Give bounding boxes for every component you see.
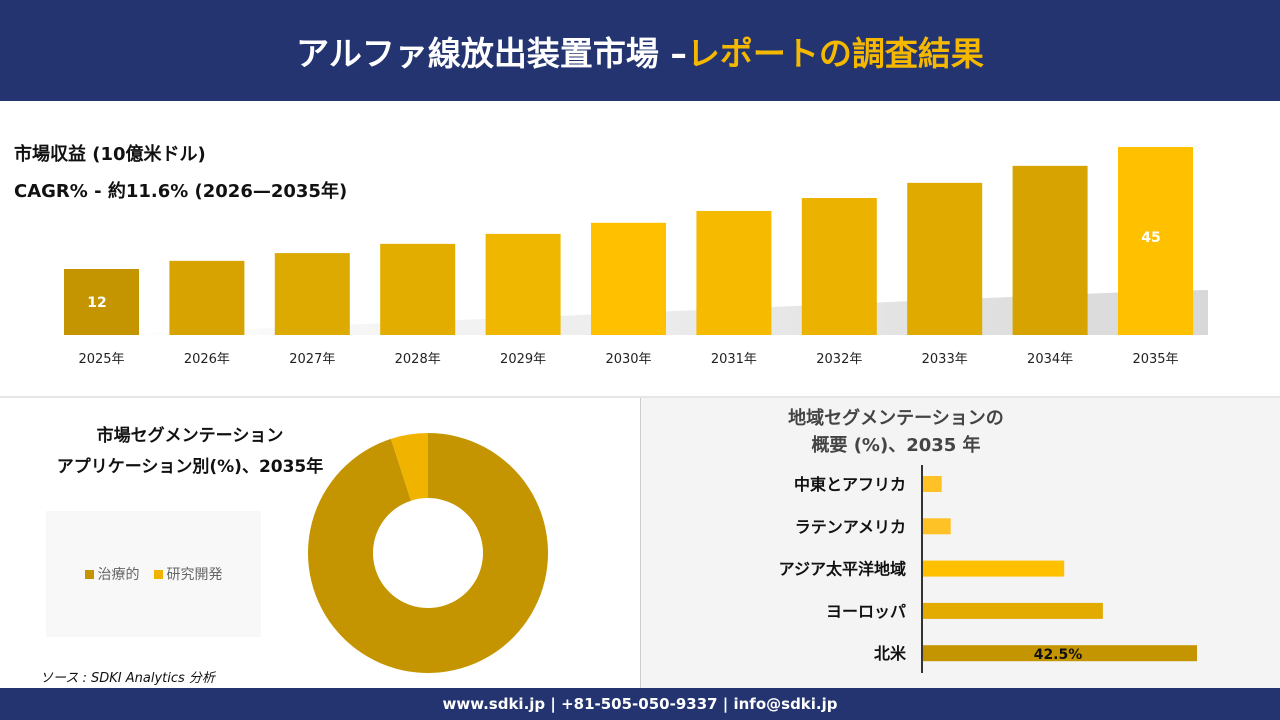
revenue-bar [907, 182, 983, 335]
legend-item: 治療的 [84, 564, 140, 584]
revenue-bar [1118, 147, 1193, 335]
x-tick-label: 2031年 [711, 352, 757, 367]
data-label: 42.5% [1034, 647, 1083, 663]
cagr-subtitle: CAGR% - 約11.6% (2026—2035年) [14, 181, 348, 202]
footer-banner: www.sdki.jp | +81-505-050-9337 | info@sd… [0, 688, 1280, 720]
legend-label: 研究開発 [166, 567, 223, 583]
source-note: ソース : SDKI Analytics 分析 [40, 671, 215, 686]
x-tick-label: 2025年 [78, 352, 124, 367]
revenue-bar [801, 198, 877, 335]
region-bar [923, 560, 1065, 577]
donut-title-2: アプリケーション別(%)、2035年 [56, 457, 324, 477]
x-tick-label: 2029年 [500, 352, 546, 367]
x-tick-label: 2030年 [605, 352, 651, 367]
x-tick-label: 2033年 [922, 352, 968, 367]
x-tick-label: 2032年 [816, 352, 862, 367]
title-highlight: レポートの調査結果 [686, 33, 984, 73]
x-tick-label: 2027年 [289, 352, 335, 367]
region-title-2: 概要 (%)、2035 年 [811, 435, 981, 456]
region-label: ヨーロッパ [826, 602, 906, 621]
legend-item: 研究開発 [153, 564, 223, 584]
region-label: アジア太平洋地域 [779, 560, 906, 579]
revenue-bar [64, 269, 139, 335]
donut-slice [390, 433, 428, 501]
revenue-bar [274, 253, 350, 335]
region-label: 北米 [874, 644, 907, 663]
contact-info: www.sdki.jp | +81-505-050-9337 | info@sd… [442, 695, 838, 713]
region-label: 中東とアフリカ [794, 475, 906, 494]
donut-legend: 治療的 研究開発 [46, 511, 261, 637]
legend-label: 治療的 [97, 567, 140, 583]
revenue-bar [591, 222, 666, 335]
revenue-title: 市場収益 (10億米ドル) [14, 144, 206, 165]
region-panel [641, 398, 1280, 688]
panel-divider [640, 398, 641, 688]
region-title-1: 地域セグメンテーションの [788, 408, 1004, 429]
revenue-bar [169, 260, 245, 335]
donut-slice [308, 433, 549, 673]
section-divider [0, 396, 1280, 398]
region-bar [923, 476, 942, 492]
region-bar [923, 518, 951, 535]
region-bar [923, 602, 1103, 619]
title-main: アルファ線放出装置市場 – [296, 33, 687, 73]
x-tick-label: 2035年 [1132, 352, 1178, 367]
revenue-bar [380, 243, 456, 335]
x-tick-label: 2026年 [184, 352, 230, 367]
revenue-bar [1012, 165, 1088, 335]
legend-swatch [84, 570, 94, 579]
donut-title-1: 市場セグメンテーション [96, 426, 284, 446]
data-label: 12 [87, 295, 106, 311]
region-bar [923, 645, 1197, 662]
revenue-bar [696, 210, 772, 335]
region-label: ラテンアメリカ [795, 517, 906, 536]
x-tick-label: 2034年 [1027, 352, 1073, 367]
header-banner: アルファ線放出装置市場 – レポートの調査結果 [0, 0, 1280, 101]
data-label: 45 [1141, 230, 1160, 246]
revenue-bar [485, 233, 561, 335]
x-tick-label: 2028年 [395, 352, 441, 367]
legend-swatch [153, 570, 163, 579]
